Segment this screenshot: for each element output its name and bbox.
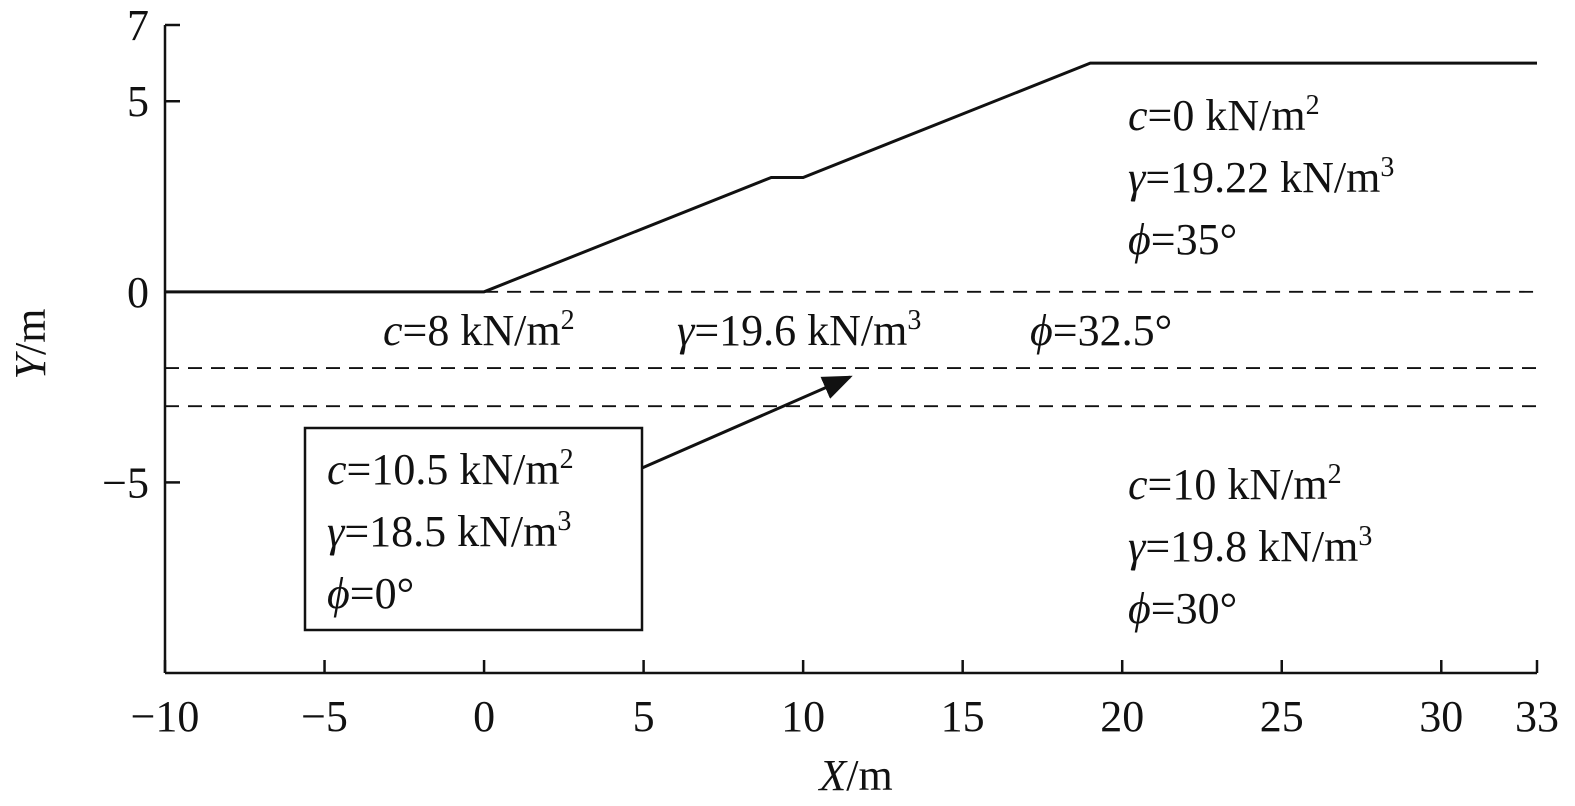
annotation: c=8 kN/m2	[383, 305, 575, 355]
x-axis-symbol: X	[817, 751, 848, 800]
annotation-sup: 2	[1306, 90, 1320, 121]
x-tick-label: 5	[633, 692, 655, 741]
y-axis-label: Y/m	[6, 309, 55, 380]
x-axis-unit: /m	[846, 751, 892, 800]
annotation: c=10.5 kN/m2	[327, 444, 574, 494]
annotation: γ=19.22 kN/m3	[1128, 152, 1394, 202]
x-tick-label: 0	[473, 692, 495, 741]
y-tick-label: −5	[102, 458, 149, 507]
x-tick-label: 15	[941, 692, 985, 741]
annotation-symbol: ϕ	[1128, 584, 1151, 633]
y-tick-label: 7	[127, 1, 149, 50]
annotation-symbol: ϕ	[1128, 215, 1151, 264]
annotation: c=0 kN/m2	[1128, 90, 1320, 140]
annotation-text: =30°	[1151, 584, 1237, 633]
annotation-sup: 3	[557, 506, 571, 537]
annotation: ϕ=0°	[327, 569, 414, 618]
annotation-symbol: γ	[1128, 522, 1147, 571]
annotation-box	[303, 426, 644, 632]
annotation-symbol: c	[327, 445, 347, 494]
annotation: γ=19.8 kN/m3	[1128, 521, 1372, 571]
annotation-symbol: ϕ	[327, 569, 350, 618]
arrow	[641, 375, 853, 470]
annotation: ϕ=32.5°	[1030, 306, 1172, 355]
annotation-text: =32.5°	[1053, 306, 1172, 355]
annotation-text: =10.5 kN/m	[347, 445, 560, 494]
annotation-sup: 3	[1358, 521, 1372, 552]
annotation-symbol: ϕ	[1030, 306, 1053, 355]
y-axis-unit: /m	[6, 309, 55, 355]
annotation-symbol: c	[383, 306, 403, 355]
y-axis-symbol: Y	[6, 350, 55, 379]
annotation: γ=19.6 kN/m3	[677, 305, 921, 355]
x-tick-label: 30	[1419, 692, 1463, 741]
annotation-symbol: c	[1128, 91, 1148, 140]
annotation-sup: 3	[907, 305, 921, 336]
x-tick-label: 33	[1515, 692, 1559, 741]
x-tick-label: −10	[131, 692, 200, 741]
annotation: γ=18.5 kN/m3	[327, 506, 571, 556]
x-tick-label: 20	[1100, 692, 1144, 741]
annotation-sup: 2	[560, 444, 574, 475]
annotation-symbol: γ	[677, 306, 696, 355]
y-tick-label: 0	[127, 268, 149, 317]
annotation-symbol: c	[1128, 460, 1148, 509]
annotation-text: =0 kN/m	[1148, 91, 1306, 140]
annotation-text: =19.8 kN/m	[1145, 522, 1358, 571]
x-axis-label: X/m	[817, 751, 892, 800]
annotation-sup: 2	[1328, 459, 1342, 490]
annotation-symbol: γ	[1128, 153, 1147, 202]
annotation: c=10 kN/m2	[1128, 459, 1342, 509]
annotation-text: =10 kN/m	[1148, 460, 1328, 509]
x-tick-label: 10	[781, 692, 825, 741]
annotation-sup: 3	[1380, 152, 1394, 183]
y-tick-label: 5	[127, 77, 149, 126]
annotation-text: =19.6 kN/m	[694, 306, 907, 355]
annotation: ϕ=35°	[1128, 215, 1237, 264]
annotation: ϕ=30°	[1128, 584, 1237, 633]
annotation-text: =8 kN/m	[403, 306, 561, 355]
x-tick-label: −5	[301, 692, 348, 741]
x-tick-label: 25	[1260, 692, 1304, 741]
annotation-text: =18.5 kN/m	[344, 507, 557, 556]
annotation-text: =35°	[1151, 215, 1237, 264]
annotation-text: =0°	[350, 569, 414, 618]
annotation-symbol: γ	[327, 507, 346, 556]
annotation-text: =19.22 kN/m	[1145, 153, 1380, 202]
annotation-sup: 2	[561, 305, 575, 336]
series-line	[165, 61, 1537, 294]
